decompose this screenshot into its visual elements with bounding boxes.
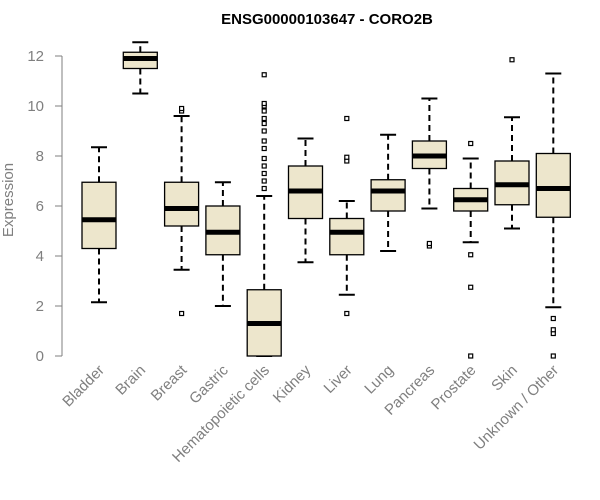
x-category-label: Brain	[112, 362, 149, 399]
outlier-point	[179, 105, 185, 112]
box	[81, 181, 117, 250]
x-category-label: Kidney	[270, 361, 315, 406]
outlier-point	[468, 252, 474, 258]
outlier-point	[261, 170, 267, 177]
outlier-point	[261, 115, 267, 122]
x-category-label: Liver	[321, 362, 356, 397]
y-axis-title: Expression	[0, 163, 17, 237]
y-tick-label: 12	[27, 48, 44, 65]
x-category-label: Lung	[361, 362, 397, 398]
y-tick-label: 6	[36, 198, 44, 215]
x-category-label: Breast	[148, 361, 191, 404]
outlier-point	[509, 57, 515, 63]
x-category-label: Prostate	[428, 362, 480, 414]
outlier-point	[550, 315, 556, 322]
outlier-point	[468, 140, 474, 147]
y-tick-label: 4	[36, 248, 44, 265]
outlier-point	[261, 100, 267, 107]
box	[370, 179, 406, 212]
y-axis: 0 2 4 6 8 10 12	[27, 48, 63, 365]
box-group	[411, 97, 448, 249]
outlier-point	[261, 185, 267, 192]
box-group	[453, 140, 489, 359]
box-group	[494, 57, 530, 230]
outlier-point	[261, 72, 267, 78]
chart-title: ENSG00000103647 - CORO2B	[221, 11, 433, 28]
box	[535, 152, 571, 218]
outlier-point	[179, 310, 185, 317]
outlier-point	[468, 353, 474, 359]
box	[163, 181, 200, 227]
outlier-point	[261, 178, 267, 184]
outlier-point	[261, 145, 267, 152]
x-category-label: Skin	[488, 362, 521, 395]
box-group	[246, 72, 282, 357]
outlier-point	[261, 163, 267, 169]
outlier-point	[344, 115, 350, 122]
box-series	[81, 41, 571, 359]
box-group	[329, 115, 365, 317]
outlier-point	[550, 327, 556, 333]
outlier-point	[468, 284, 474, 290]
outlier-point	[550, 353, 556, 359]
box-group	[163, 105, 200, 317]
outlier-point	[261, 108, 267, 114]
y-tick-label: 8	[36, 148, 44, 165]
outlier-point	[344, 310, 350, 317]
box	[329, 217, 365, 256]
y-tick-label: 2	[36, 298, 44, 315]
y-tick-label: 10	[27, 98, 44, 115]
outlier-point	[261, 155, 267, 162]
outlier-point	[261, 138, 267, 144]
box-group	[287, 137, 324, 264]
box-group	[205, 181, 241, 307]
box-group	[370, 133, 406, 252]
x-category-label: Bladder	[59, 362, 108, 411]
outlier-point	[261, 120, 267, 127]
box-group	[122, 41, 158, 95]
box-group	[535, 72, 571, 359]
outlier-point	[261, 128, 267, 134]
y-tick-label: 0	[36, 348, 44, 365]
outlier-point	[344, 154, 350, 160]
box-group	[81, 146, 117, 304]
outlier-point	[426, 240, 432, 247]
